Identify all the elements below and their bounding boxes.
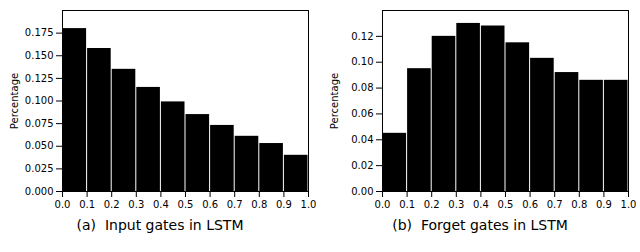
svg-text:0.8: 0.8 (571, 199, 587, 210)
svg-text:0.04: 0.04 (351, 134, 373, 145)
svg-text:Percentage: Percentage (9, 73, 20, 129)
svg-text:0.0: 0.0 (55, 199, 71, 210)
svg-text:0.125: 0.125 (25, 73, 54, 84)
svg-text:0.9: 0.9 (276, 199, 292, 210)
svg-text:0.5: 0.5 (498, 199, 514, 210)
svg-text:0.050: 0.050 (25, 140, 54, 151)
svg-text:0.8: 0.8 (251, 199, 267, 210)
svg-text:0.12: 0.12 (351, 31, 373, 42)
html-text:(a) Input gates in LSTM: (a) Input gates in LSTM (76, 217, 244, 233)
html-text:(b) Forget gates in LSTM: (b) Forget gates in LSTM (392, 217, 568, 233)
svg-text:0.1: 0.1 (79, 199, 95, 210)
svg-text:0.3: 0.3 (448, 199, 464, 210)
svg-text:0.7: 0.7 (547, 199, 563, 210)
svg-text:0.06: 0.06 (351, 108, 373, 119)
svg-text:0.02: 0.02 (351, 160, 373, 171)
svg-text:0.5: 0.5 (178, 199, 194, 210)
svg-text:0.6: 0.6 (202, 199, 218, 210)
svg-text:0.150: 0.150 (25, 50, 54, 61)
svg-text:0.00: 0.00 (351, 186, 373, 197)
svg-text:0.100: 0.100 (25, 95, 54, 106)
svg-text:0.08: 0.08 (351, 82, 373, 93)
svg-text:0.2: 0.2 (424, 199, 440, 210)
svg-text:0.4: 0.4 (473, 199, 489, 210)
svg-text:0.4: 0.4 (153, 199, 169, 210)
svg-text:0.9: 0.9 (596, 199, 612, 210)
svg-text:0.000: 0.000 (25, 186, 54, 197)
svg-text:0.025: 0.025 (25, 163, 54, 174)
svg-text:0.1: 0.1 (399, 199, 415, 210)
svg-text:0.175: 0.175 (25, 27, 54, 38)
svg-text:0.075: 0.075 (25, 118, 54, 129)
svg-text:0.0: 0.0 (375, 199, 391, 210)
svg-text:0.2: 0.2 (104, 199, 120, 210)
svg-text:1.0: 1.0 (301, 199, 317, 210)
svg-text:1.0: 1.0 (621, 199, 637, 210)
svg-text:0.7: 0.7 (227, 199, 243, 210)
svg-text:0.10: 0.10 (351, 56, 373, 67)
svg-text:0.6: 0.6 (522, 199, 538, 210)
svg-text:Percentage: Percentage (329, 73, 340, 129)
svg-text:0.3: 0.3 (128, 199, 144, 210)
